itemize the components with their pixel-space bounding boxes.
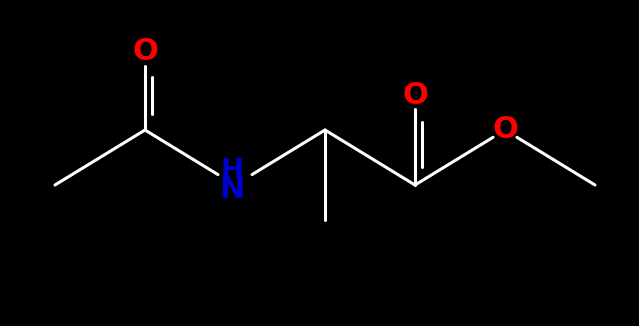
Text: N: N	[219, 174, 245, 203]
Text: O: O	[132, 37, 158, 67]
Text: O: O	[492, 115, 518, 144]
Text: H: H	[220, 157, 243, 185]
Text: O: O	[402, 81, 428, 110]
